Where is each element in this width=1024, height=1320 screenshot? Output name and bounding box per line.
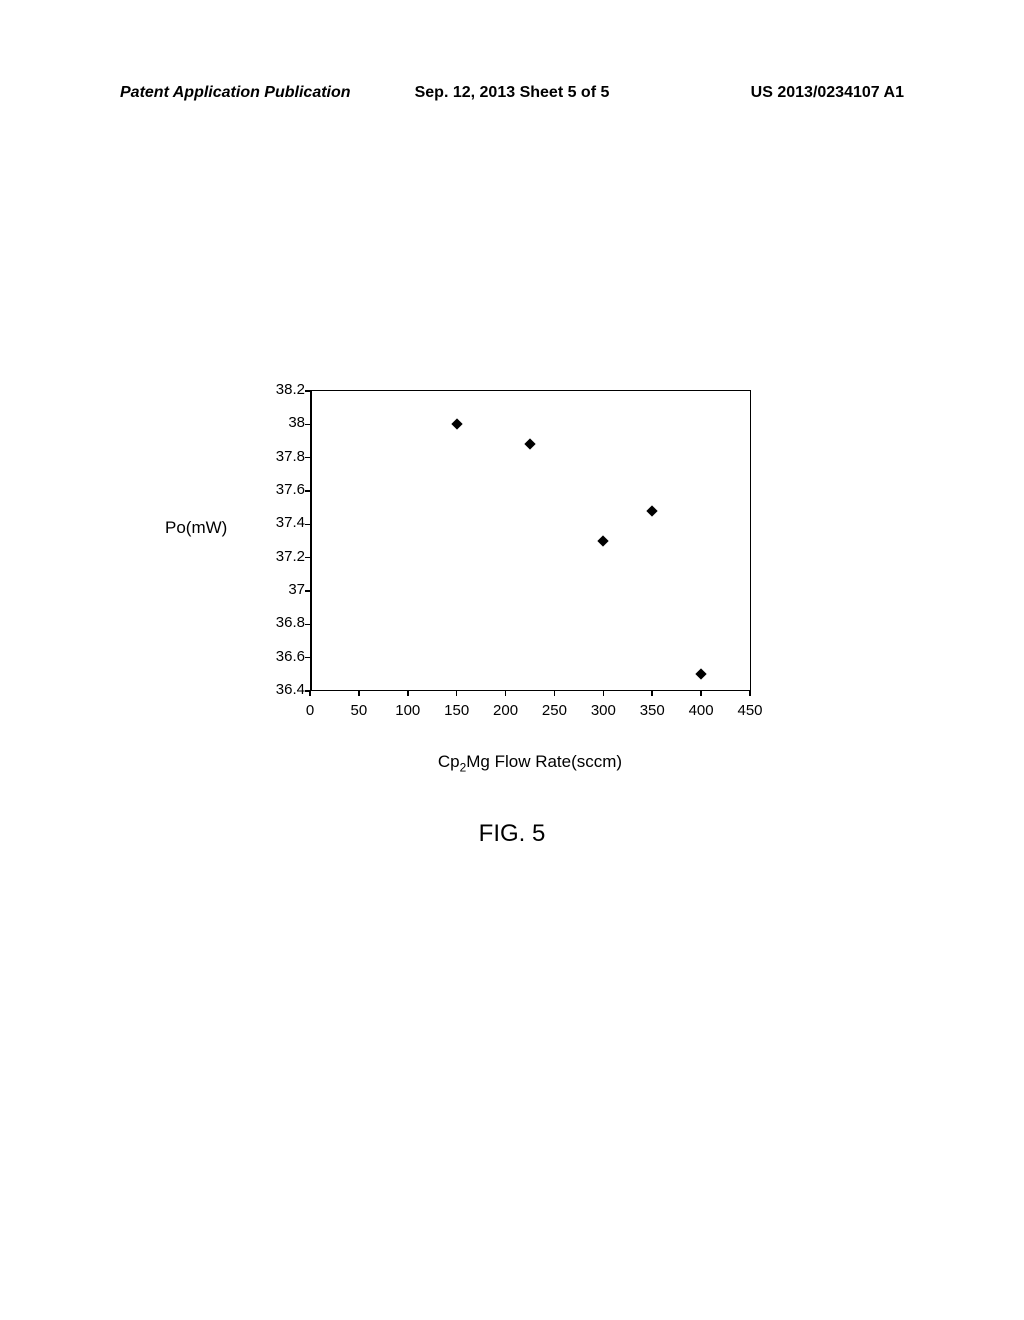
x-tick-mark	[554, 691, 556, 696]
data-point-marker	[598, 535, 609, 546]
y-tick-mark	[305, 490, 310, 492]
plot-area	[310, 390, 751, 691]
y-tick-mark	[305, 524, 310, 526]
x-tick-mark	[505, 691, 507, 696]
x-tick-mark	[603, 691, 605, 696]
x-tick-label: 350	[640, 702, 665, 719]
data-point-marker	[695, 669, 706, 680]
y-axis-label: Po(mW)	[165, 518, 227, 538]
y-tick-mark	[305, 657, 310, 659]
x-tick-label: 50	[351, 702, 368, 719]
y-tick-mark	[305, 624, 310, 626]
x-axis-label: Cp2Mg Flow Rate(sccm)	[310, 752, 750, 774]
x-tick-mark	[700, 691, 702, 696]
x-tick-mark	[456, 691, 458, 696]
x-tick-label: 250	[542, 702, 567, 719]
x-tick-label: 200	[493, 702, 518, 719]
y-tick-label: 37.2	[245, 549, 305, 582]
data-point-marker	[524, 439, 535, 450]
y-tick-mark	[305, 590, 310, 592]
x-tick-labels: 050100150200250300350400450	[310, 697, 750, 722]
scatter-chart: Po(mW) 38.23837.837.637.437.23736.836.63…	[170, 390, 870, 774]
y-tick-mark	[305, 557, 310, 559]
x-tick-label: 450	[737, 702, 762, 719]
x-tick-mark	[749, 691, 751, 696]
y-tick-label: 37.8	[245, 449, 305, 482]
y-tick-label: 37.4	[245, 515, 305, 548]
x-tick-mark	[651, 691, 653, 696]
x-tick-mark	[358, 691, 360, 696]
x-tick-label: 0	[306, 702, 314, 719]
y-tick-label: 37.6	[245, 482, 305, 515]
figure-label: FIG. 5	[0, 820, 1024, 848]
y-tick-mark	[305, 424, 310, 426]
header-date-sheet: Sep. 12, 2013 Sheet 5 of 5	[381, 84, 642, 102]
x-axis-line	[310, 690, 750, 692]
xlabel-suffix: Mg Flow Rate(sccm)	[466, 752, 622, 771]
x-tick-label: 150	[444, 702, 469, 719]
x-tick-label: 300	[591, 702, 616, 719]
page-header: Patent Application Publication Sep. 12, …	[0, 84, 1024, 102]
xlabel-prefix: Cp	[438, 752, 460, 771]
header-publication-number: US 2013/0234107 A1	[643, 84, 904, 102]
y-tick-label: 38.2	[245, 382, 305, 415]
y-tick-mark	[305, 390, 310, 392]
y-tick-label: 36.4	[245, 682, 305, 697]
x-tick-label: 100	[395, 702, 420, 719]
y-tick-labels: 38.23837.837.637.437.23736.836.636.4	[245, 382, 305, 697]
data-point-marker	[647, 505, 658, 516]
x-tick-label: 400	[689, 702, 714, 719]
y-tick-label: 36.6	[245, 649, 305, 682]
y-tick-mark	[305, 457, 310, 459]
header-publication-type: Patent Application Publication	[120, 84, 381, 102]
x-tick-mark	[407, 691, 409, 696]
y-tick-label: 36.8	[245, 615, 305, 648]
data-point-marker	[451, 419, 462, 430]
y-tick-label: 38	[245, 415, 305, 448]
x-tick-mark	[309, 691, 311, 696]
y-axis-line	[310, 391, 312, 691]
y-tick-label: 37	[245, 582, 305, 615]
